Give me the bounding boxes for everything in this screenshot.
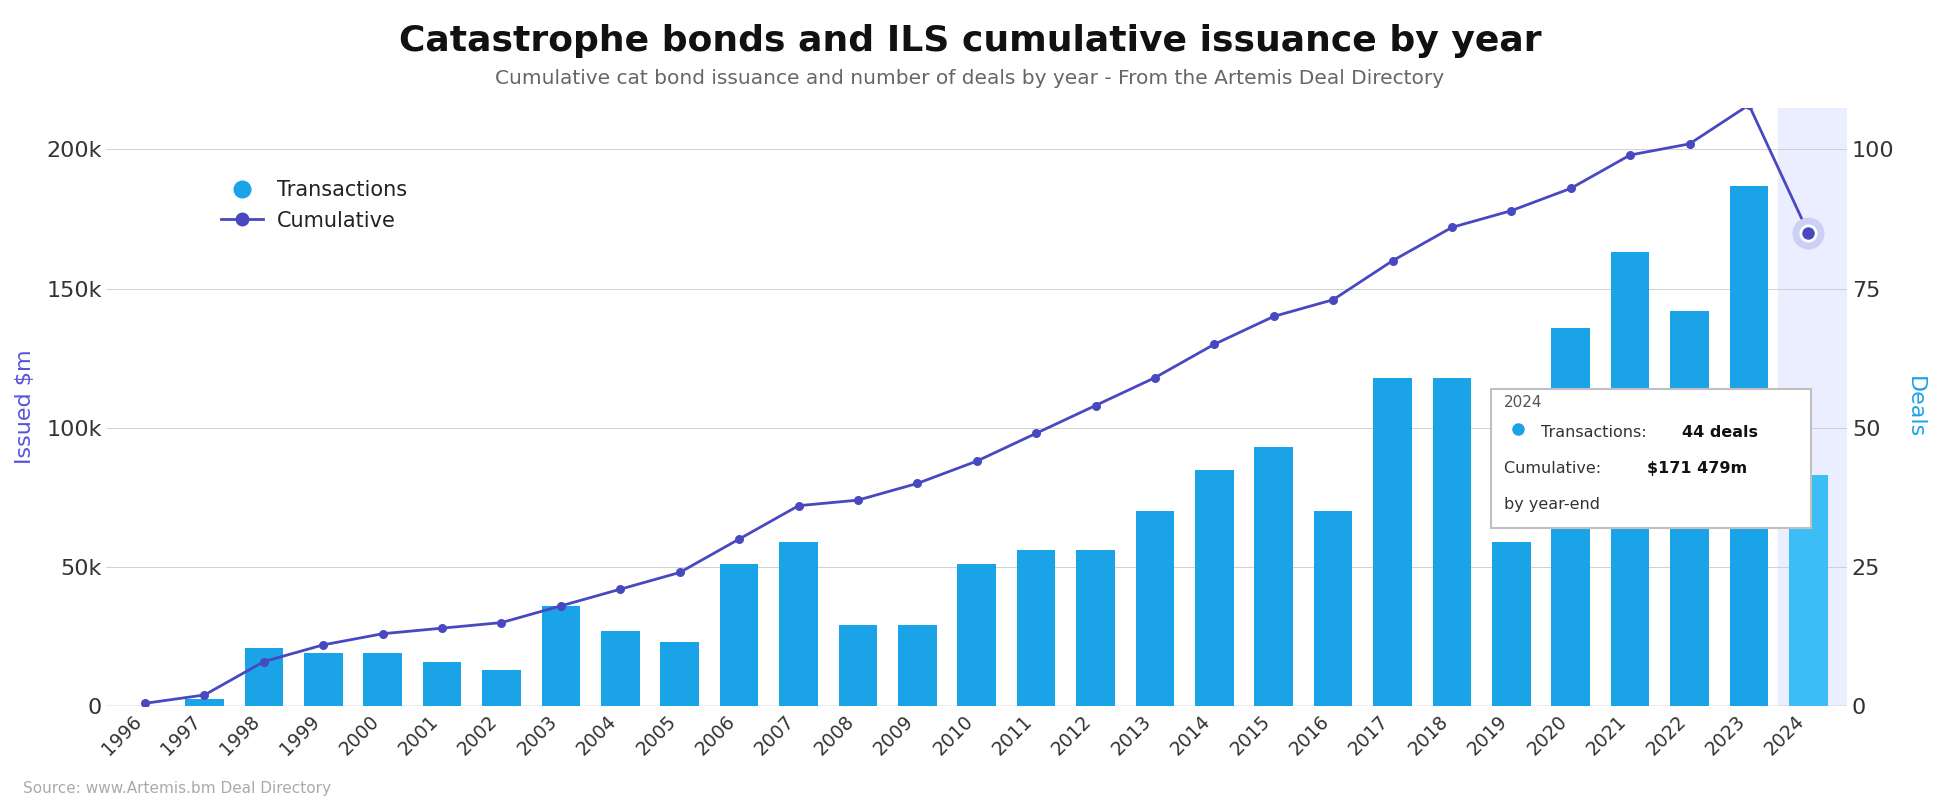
Text: Cumulative cat bond issuance and number of deals by year - From the Artemis Deal: Cumulative cat bond issuance and number …: [494, 69, 1445, 88]
Text: Catastrophe bonds and ILS cumulative issuance by year: Catastrophe bonds and ILS cumulative iss…: [399, 24, 1540, 58]
Text: 2024: 2024: [1503, 396, 1542, 410]
Bar: [1730, 185, 1766, 706]
Bar: [958, 564, 995, 706]
Bar: [659, 642, 698, 706]
Bar: [1134, 511, 1173, 706]
Bar: [1313, 511, 1351, 706]
Bar: [1373, 378, 1412, 706]
Bar: [1669, 311, 1708, 706]
Bar: [838, 625, 876, 706]
Bar: [1551, 327, 1590, 706]
Bar: [1788, 475, 1827, 706]
Bar: [601, 631, 640, 706]
Text: Transactions:: Transactions:: [1540, 425, 1650, 440]
Bar: [363, 653, 401, 706]
Text: Cumulative:: Cumulative:: [1503, 461, 1605, 476]
Text: 44 deals: 44 deals: [1681, 425, 1757, 440]
Legend: Transactions, Cumulative: Transactions, Cumulative: [213, 172, 415, 239]
Bar: [244, 648, 283, 706]
Bar: [1016, 550, 1055, 706]
Bar: [304, 653, 343, 706]
Bar: [779, 542, 818, 706]
Bar: [1194, 470, 1233, 706]
Bar: [898, 625, 937, 706]
Y-axis label: Issued $m: Issued $m: [16, 350, 35, 464]
FancyBboxPatch shape: [1489, 388, 1811, 528]
Bar: [483, 670, 520, 706]
Bar: [184, 699, 223, 706]
Text: $171 479m: $171 479m: [1646, 461, 1745, 476]
Bar: [1609, 252, 1648, 706]
Bar: [1491, 542, 1530, 706]
Text: Source: www.Artemis.bm Deal Directory: Source: www.Artemis.bm Deal Directory: [23, 781, 332, 796]
Text: by year-end: by year-end: [1503, 497, 1600, 513]
Bar: [1076, 550, 1115, 706]
Bar: [423, 662, 461, 706]
Bar: [1255, 447, 1293, 706]
Bar: [1431, 378, 1470, 706]
Y-axis label: Deals: Deals: [1904, 376, 1923, 438]
Bar: [719, 564, 758, 706]
Bar: [541, 606, 580, 706]
Bar: [1778, 108, 1846, 706]
